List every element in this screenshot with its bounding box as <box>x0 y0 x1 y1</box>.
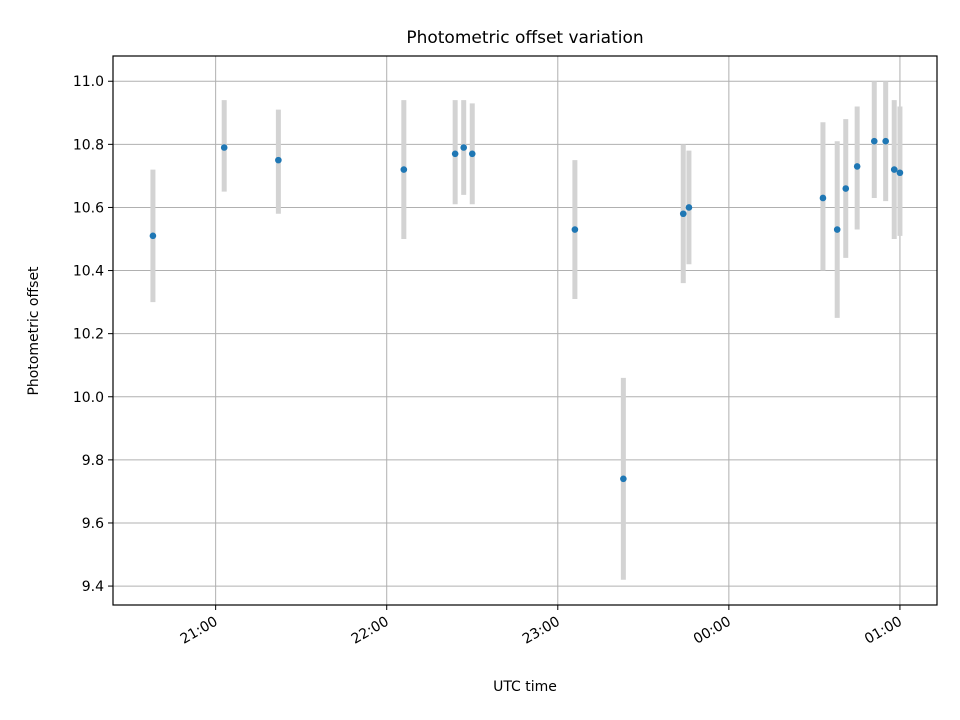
data-point <box>882 137 889 145</box>
x-tick-label: 00:00 <box>691 614 734 648</box>
data-point <box>842 185 850 192</box>
x-tick-label: 23:00 <box>520 614 563 648</box>
data-point <box>571 226 579 233</box>
chart-title: Photometric offset variation <box>406 28 643 48</box>
data-point <box>833 226 841 233</box>
x-tick-label: 01:00 <box>862 614 905 648</box>
data-point <box>149 232 157 240</box>
data-point <box>890 166 898 173</box>
plot-frame <box>112 55 938 606</box>
data-point <box>896 169 904 177</box>
y-tick-label: 11.0 <box>73 74 104 90</box>
y-tick-label: 10.4 <box>73 264 104 280</box>
data-point <box>819 194 827 202</box>
data-point <box>679 210 687 218</box>
data-point <box>275 156 282 164</box>
x-axis-label: UTC time <box>493 679 557 695</box>
data-point <box>468 150 476 158</box>
y-tick-label: 10.0 <box>73 390 104 406</box>
data-point <box>400 166 408 173</box>
data-point <box>451 150 459 158</box>
data-point <box>620 475 627 483</box>
data-point <box>853 163 861 170</box>
y-tick-label: 9.6 <box>82 516 104 532</box>
data-point <box>220 144 228 151</box>
y-tick-label: 10.6 <box>73 200 104 216</box>
data-point <box>460 144 467 151</box>
x-tick-label: 21:00 <box>178 614 221 648</box>
x-axis-ticks: 21:00 22:00 23:00 00:00 01:00 <box>178 605 905 648</box>
y-tick-label: 9.8 <box>82 453 104 469</box>
y-axis-ticks: 9.4 9.6 9.8 10.0 10.2 10.4 10.6 10.8 11.0 <box>73 74 113 595</box>
y-tick-label: 9.4 <box>82 579 104 595</box>
y-tick-label: 10.8 <box>73 137 104 153</box>
data-point <box>685 204 693 211</box>
y-axis-label: Photometric offset <box>26 266 42 396</box>
data-point <box>870 137 878 145</box>
y-tick-label: 10.2 <box>73 327 104 343</box>
x-tick-label: 22:00 <box>349 614 392 648</box>
grid <box>113 56 937 605</box>
data-points <box>149 137 904 483</box>
error-bars <box>150 81 903 580</box>
